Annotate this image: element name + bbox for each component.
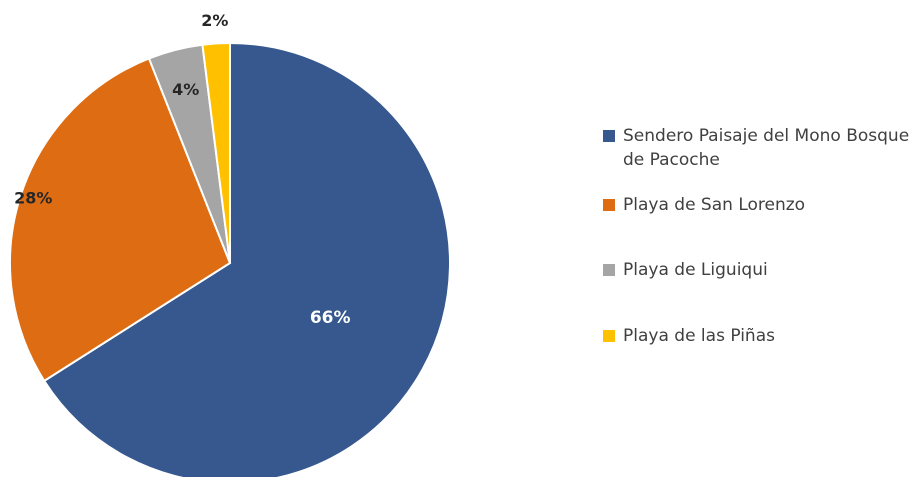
legend-label: Playa de San Lorenzo (623, 195, 806, 215)
legend-swatch (603, 264, 615, 276)
pie-slices (9, 41, 452, 477)
data-label: 2% (201, 11, 228, 30)
pie-slice (9, 57, 232, 383)
legend-label: Playa de las Piñas (623, 326, 775, 346)
legend-item: Playa de San Lorenzo (603, 193, 915, 217)
data-label: 66% (310, 308, 351, 328)
legend-item: Playa de Liguiqui (603, 258, 915, 282)
legend-item: Sendero Paisaje del Mono Bosque de Pacoc… (603, 124, 915, 172)
legend-label: Sendero Paisaje del Mono Bosque de Pacoc… (623, 126, 910, 170)
pie-slice (201, 41, 231, 264)
legend-item: Playa de las Piñas (603, 324, 915, 348)
data-label: 28% (14, 189, 52, 208)
data-labels: 66% 28% 4% 2% (14, 11, 350, 328)
legend-swatch (603, 330, 615, 342)
data-label: 4% (172, 80, 199, 99)
legend-label: Playa de Liguiqui (623, 260, 768, 280)
legend-swatch (603, 199, 615, 211)
pie-slice (42, 41, 452, 477)
legend-swatch (603, 130, 615, 142)
